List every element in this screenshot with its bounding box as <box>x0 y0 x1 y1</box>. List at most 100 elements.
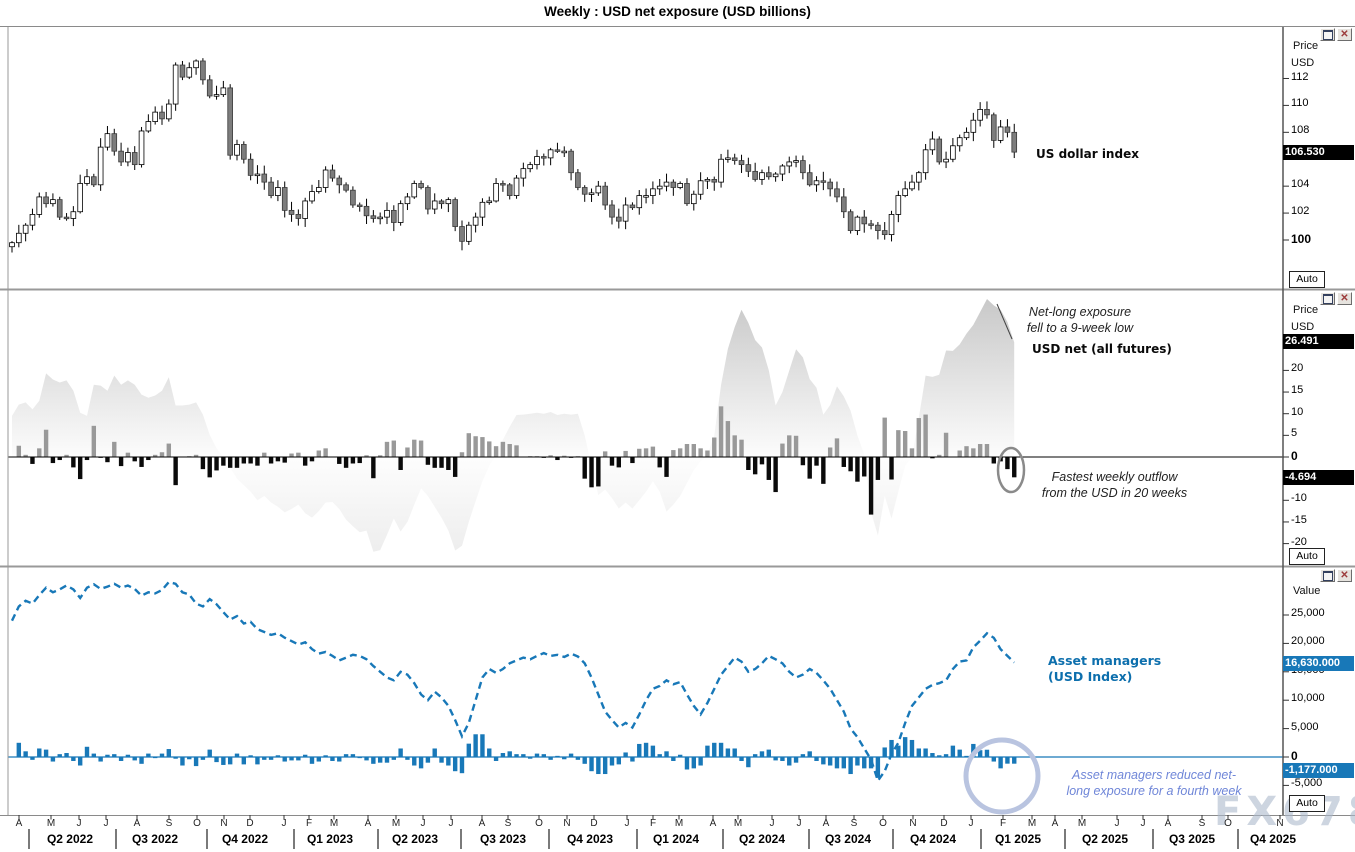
candlestick-series <box>9 58 1018 253</box>
auto-scale-button-am[interactable]: Auto <box>1289 795 1325 812</box>
annotation-net-long-1: Net-long exposure <box>1028 305 1132 319</box>
close-button[interactable]: ✕ <box>1337 569 1352 582</box>
month-label: M <box>674 818 684 829</box>
month-label: S <box>165 818 173 829</box>
month-label: A <box>1164 818 1172 829</box>
minimize-button[interactable] <box>1320 292 1335 305</box>
axis-tick-label: 0 <box>1291 748 1298 763</box>
annotation-am-reduced-2: long exposure for a fourth week <box>1066 784 1242 798</box>
month-label: F <box>649 818 657 829</box>
am-last-change-label: -1,177.000 <box>1283 763 1354 778</box>
month-label: J <box>968 818 974 829</box>
annotation-outflow-2: from the USD in 20 weeks <box>1041 486 1188 500</box>
axis-title-price-2: USD <box>1291 57 1315 69</box>
net-last-value-label: 26.491 <box>1283 334 1354 349</box>
month-label: N <box>563 818 571 829</box>
minimize-button[interactable] <box>1320 28 1335 41</box>
series-label-asset-managers-1: Asset managers <box>1048 653 1162 668</box>
quarter-label: Q1 2024 <box>652 832 700 846</box>
series-label-usd-index: US dollar index <box>1036 147 1139 161</box>
axis-tick-label: 20 <box>1291 362 1304 375</box>
month-label: S <box>850 818 858 829</box>
month-label: S <box>504 818 512 829</box>
auto-scale-button-net[interactable]: Auto <box>1289 548 1325 565</box>
month-label: J <box>624 818 630 829</box>
quarter-label: Q3 2023 <box>479 832 527 846</box>
month-label: M <box>46 818 56 829</box>
quarter-label: Q1 2023 <box>306 832 354 846</box>
panel-price-window-controls: ✕ <box>1320 28 1352 41</box>
axis-tick-label: 0 <box>1291 448 1298 463</box>
quarter-label: Q4 2025 <box>1249 832 1297 846</box>
month-label: O <box>535 818 543 829</box>
month-label: M <box>733 818 743 829</box>
month-label: O <box>1224 818 1232 829</box>
quarter-label: Q4 2024 <box>909 832 957 846</box>
auto-scale-button-price[interactable]: Auto <box>1289 271 1325 288</box>
annotation-outflow-1: Fastest weekly outflow <box>1051 470 1178 484</box>
minimize-icon <box>1322 570 1333 581</box>
month-label: J <box>281 818 287 829</box>
quarter-label: Q2 2022 <box>46 832 94 846</box>
quarter-label: Q3 2025 <box>1168 832 1216 846</box>
close-icon: ✕ <box>1340 569 1349 581</box>
quarter-label: Q4 2023 <box>566 832 614 846</box>
close-icon: ✕ <box>1340 292 1349 304</box>
month-label: J <box>420 818 426 829</box>
quarter-label: Q3 2022 <box>131 832 179 846</box>
month-label: A <box>364 818 372 829</box>
quarter-label: Q4 2022 <box>221 832 269 846</box>
axis-tick-label: 102 <box>1291 205 1310 218</box>
minimize-button[interactable] <box>1320 569 1335 582</box>
month-label: J <box>1140 818 1146 829</box>
page-title: Weekly : USD net exposure (USD billions) <box>544 4 811 19</box>
month-label: F <box>305 818 313 829</box>
month-label: J <box>796 818 802 829</box>
month-label: A <box>478 818 486 829</box>
quarter-label: Q2 2024 <box>738 832 786 846</box>
month-label: F <box>999 818 1007 829</box>
close-button[interactable]: ✕ <box>1337 292 1352 305</box>
axis-tick-label: 100 <box>1291 231 1312 246</box>
month-label: A <box>133 818 141 829</box>
series-label-asset-managers-2: (USD Index) <box>1048 669 1133 684</box>
month-label: J <box>76 818 82 829</box>
axis-tick-label: 20,000 <box>1291 635 1325 648</box>
month-label: M <box>329 818 339 829</box>
quarter-label: Q2 2023 <box>391 832 439 846</box>
axis-title-value: Value <box>1293 585 1321 597</box>
axis-tick-label: 5 <box>1291 427 1298 440</box>
panel-am-window-controls: ✕ <box>1320 569 1352 582</box>
month-label: N <box>1276 818 1284 829</box>
net-last-change-label: -4.694 <box>1283 470 1354 485</box>
month-label: J <box>1114 818 1120 829</box>
axis-tick-label: -10 <box>1291 492 1307 505</box>
month-label: M <box>1027 818 1037 829</box>
month-label: M <box>391 818 401 829</box>
month-label: A <box>1051 818 1059 829</box>
month-label: J <box>769 818 775 829</box>
asset-managers-series <box>10 580 1017 784</box>
axis-tick-label: 10,000 <box>1291 692 1325 705</box>
axis-tick-label: 5,000 <box>1291 720 1319 733</box>
axis-tick-label: 25,000 <box>1291 607 1325 619</box>
panel-net-window-controls: ✕ <box>1320 292 1352 305</box>
last-price-label: 106.530 <box>1283 145 1354 160</box>
axis-title-net-2: USD <box>1291 321 1315 333</box>
close-button[interactable]: ✕ <box>1337 28 1352 41</box>
annotation-net-long-2: fell to a 9-week low <box>1026 321 1134 335</box>
month-label: J <box>103 818 109 829</box>
month-label: D <box>940 818 948 829</box>
month-label: O <box>193 818 201 829</box>
axis-tick-label: -15 <box>1291 514 1307 526</box>
minimize-icon <box>1322 29 1333 40</box>
axis-tick-label: -5,000 <box>1291 777 1323 790</box>
month-label: D <box>246 818 254 829</box>
axis-tick-label: 104 <box>1291 178 1310 191</box>
series-label-usd-net: USD net (all futures) <box>1032 342 1172 356</box>
quarter-label: Q1 2025 <box>994 832 1042 846</box>
axis-tick-label: 110 <box>1291 97 1309 110</box>
axis-tick-label: -20 <box>1291 535 1307 548</box>
